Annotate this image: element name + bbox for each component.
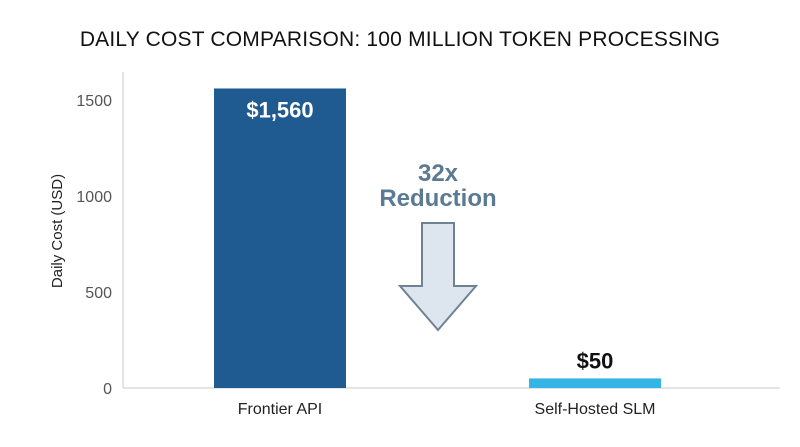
chart-title: DAILY COST COMPARISON: 100 MILLION TOKEN… <box>80 28 720 51</box>
y-tick-label: 0 <box>103 381 112 398</box>
bar-frontier-api <box>214 88 346 388</box>
bars <box>214 88 661 388</box>
bar-value-label: $50 <box>577 348 614 373</box>
annotation-reduction-label: Reduction <box>379 185 496 212</box>
y-tick-label: 1000 <box>76 189 112 206</box>
annotation-multiplier: 32x <box>418 160 459 187</box>
category-labels: Frontier API Self-Hosted SLM <box>238 401 656 418</box>
bar-self-hosted-slm <box>529 378 661 388</box>
down-arrow-icon <box>397 222 479 332</box>
y-tick-label: 500 <box>85 285 112 302</box>
category-label: Self-Hosted SLM <box>535 401 656 418</box>
category-label: Frontier API <box>238 401 322 418</box>
y-ticks: 0 500 1000 1500 <box>76 93 112 398</box>
value-labels: $1,560 $50 <box>246 97 613 373</box>
y-axis-label: Daily Cost (USD) <box>49 174 66 288</box>
y-tick-label: 1500 <box>76 93 112 110</box>
reduction-annotation: 32x Reduction <box>379 160 497 332</box>
bar-value-label: $1,560 <box>246 97 313 122</box>
